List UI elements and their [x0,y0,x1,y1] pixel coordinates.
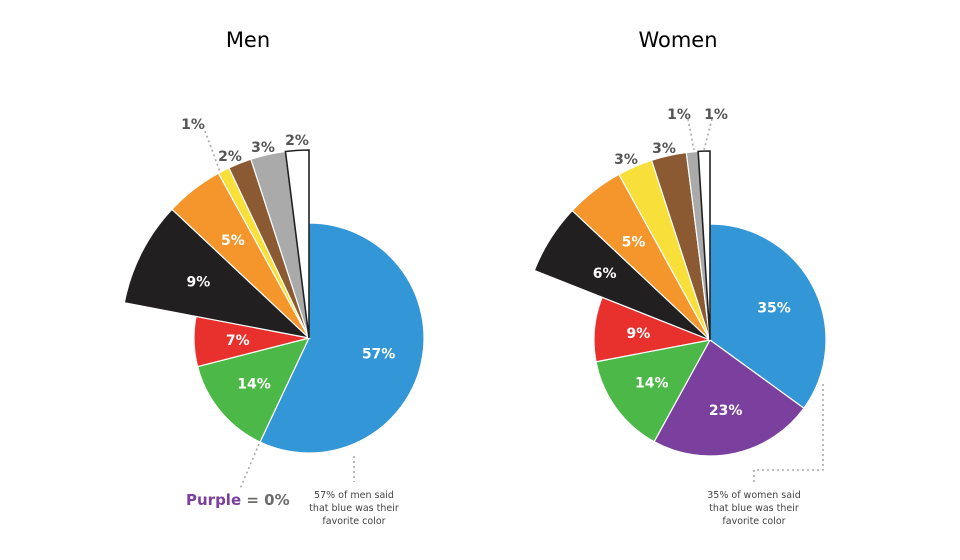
men-blue-note-line-2: that blue was their [309,503,399,514]
men-chart-title: Men [226,28,270,52]
men-blue-note-line-3: favorite color [322,516,385,527]
women-slice-label-5: 5% [622,234,646,250]
women-slice-1 [653,339,805,457]
women-leader-1pct-a [687,118,695,151]
men-slice-4 [123,208,311,339]
women-slice-label-0: 35% [757,300,791,316]
women-slice-label-3: 9% [627,326,651,342]
women-slice-label-7: 3% [652,141,676,157]
men-leader-purple [239,443,260,490]
women-slice-label-2: 14% [635,375,669,391]
men-slice-label-5: 5% [221,233,245,249]
women-pie-chart: 35% 23% 14% 9% 6% 5% 3% 3% 1% 1% [533,107,827,457]
men-slice-0 [259,222,425,454]
women-blue-note-line-1: 35% of women said [707,490,800,501]
women-slice-label-4: 6% [593,266,617,282]
men-slice-label-2: 14% [237,376,271,392]
men-slice-label-4: 9% [187,275,211,291]
women-slice-label-6: 3% [614,152,638,168]
women-slice-0 [709,223,827,410]
men-slice-9 [284,149,310,339]
women-blue-note-line-2: that blue was their [709,503,799,514]
men-slice-label-9: 2% [285,133,309,149]
chart-annotations [204,118,824,490]
purple-note-word: Purple [186,491,241,509]
men-slice-label-7: 2% [218,149,242,165]
men-slice-2 [196,337,311,443]
men-slice-label-8: 3% [251,140,275,156]
women-chart-title: Women [638,28,717,52]
women-leader-blue [753,384,824,482]
women-slice-2 [595,339,712,443]
women-slice-label-9: 1% [704,107,728,123]
purple-note: Purple = 0% [186,491,290,509]
men-pie-chart: 57% 14% 7% 9% 5% 1% 2% 3% 2% [123,117,425,454]
women-slice-label-8: 1% [667,107,691,123]
men-slice-label-3: 7% [226,333,250,349]
men-blue-note-line-1: 57% of men said [314,490,394,501]
women-leader-1pct-b [703,118,713,151]
women-slice-9 [697,150,711,341]
purple-note-value: = 0% [241,491,289,509]
men-leader-1pct [204,130,221,173]
men-slice-label-0: 57% [362,347,396,363]
women-slice-label-1: 23% [709,403,743,419]
women-blue-note-line-3: favorite color [722,516,785,527]
men-slice-label-6: 1% [181,117,205,133]
